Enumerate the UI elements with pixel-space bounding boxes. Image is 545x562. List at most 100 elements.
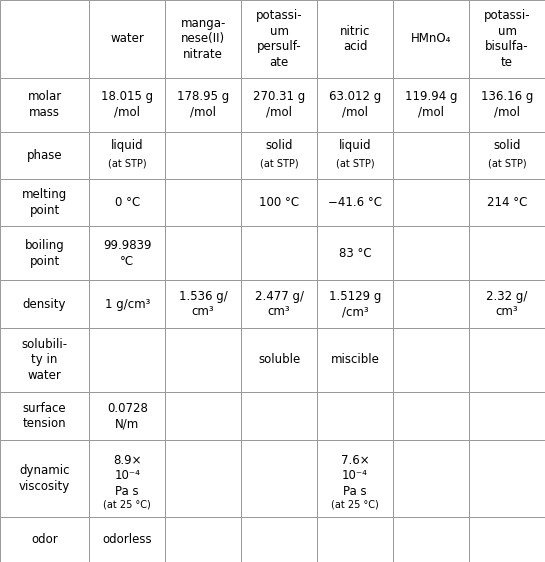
Bar [469,439,545,517]
Bar [241,439,317,517]
Text: odor: odor [31,533,58,546]
Text: (at STP): (at STP) [260,159,299,169]
Bar [0,280,89,328]
Bar [469,517,545,562]
Text: HMnO₄: HMnO₄ [411,33,451,46]
Text: 18.015 g
/mol: 18.015 g /mol [101,90,153,119]
Bar [317,132,393,179]
Bar [0,517,89,562]
Bar [469,179,545,226]
Bar [317,0,393,78]
Bar [241,392,317,439]
Text: (at STP): (at STP) [336,159,374,169]
Bar [241,280,317,328]
Text: miscible: miscible [331,353,379,366]
Text: solid: solid [493,139,521,152]
Bar [165,0,241,78]
Bar [241,78,317,132]
Text: dynamic
viscosity: dynamic viscosity [19,464,70,493]
Bar [165,517,241,562]
Text: 99.9839
°C: 99.9839 °C [103,239,152,268]
Text: molar
mass: molar mass [27,90,62,119]
Bar [89,439,165,517]
Text: potassi-
um
persulf-
ate: potassi- um persulf- ate [256,9,302,69]
Text: solubili-
ty in
water: solubili- ty in water [22,338,68,382]
Bar [89,0,165,78]
Bar [393,179,469,226]
Text: 7.6×
10⁻⁴
Pa s: 7.6× 10⁻⁴ Pa s [341,454,370,497]
Bar [317,226,393,280]
Bar [241,517,317,562]
Text: surface
tension: surface tension [23,402,66,430]
Text: liquid: liquid [339,139,371,152]
Bar [469,328,545,392]
Bar [165,280,241,328]
Bar [317,280,393,328]
Bar [165,132,241,179]
Text: 0.0728
N/m: 0.0728 N/m [107,402,148,430]
Text: (at 25 °C): (at 25 °C) [104,500,151,510]
Text: 100 °C: 100 °C [259,196,299,209]
Text: solid: solid [265,139,293,152]
Text: 2.32 g/
cm³: 2.32 g/ cm³ [486,290,528,318]
Text: nitric
acid: nitric acid [340,25,370,53]
Text: 0 °C: 0 °C [114,196,140,209]
Bar [0,179,89,226]
Bar [393,392,469,439]
Text: 83 °C: 83 °C [339,247,371,260]
Text: odorless: odorless [102,533,152,546]
Bar [393,517,469,562]
Bar [317,179,393,226]
Bar [165,179,241,226]
Bar [469,78,545,132]
Bar [393,328,469,392]
Bar [0,78,89,132]
Bar [241,132,317,179]
Text: density: density [23,297,66,311]
Bar [0,132,89,179]
Bar [0,392,89,439]
Bar [469,392,545,439]
Text: 1.536 g/
cm³: 1.536 g/ cm³ [179,290,228,318]
Text: 63.012 g
/mol: 63.012 g /mol [329,90,381,119]
Bar [317,392,393,439]
Bar [469,132,545,179]
Text: 1 g/cm³: 1 g/cm³ [105,297,150,311]
Bar [0,0,89,78]
Bar [0,226,89,280]
Bar [393,280,469,328]
Text: (at STP): (at STP) [488,159,526,169]
Text: 119.94 g
/mol: 119.94 g /mol [405,90,457,119]
Bar [393,132,469,179]
Bar [317,517,393,562]
Bar [241,328,317,392]
Bar [317,439,393,517]
Text: 136.16 g
/mol: 136.16 g /mol [481,90,533,119]
Bar [165,328,241,392]
Bar [89,179,165,226]
Text: 8.9×
10⁻⁴
Pa s: 8.9× 10⁻⁴ Pa s [113,454,142,497]
Bar [165,392,241,439]
Text: 214 °C: 214 °C [487,196,527,209]
Text: 2.477 g/
cm³: 2.477 g/ cm³ [255,290,304,318]
Bar [393,78,469,132]
Bar [89,517,165,562]
Bar [0,328,89,392]
Bar [0,439,89,517]
Bar [317,78,393,132]
Text: boiling
point: boiling point [25,239,64,268]
Bar [89,226,165,280]
Text: melting
point: melting point [22,188,67,217]
Bar [165,226,241,280]
Bar [393,439,469,517]
Bar [241,0,317,78]
Bar [89,280,165,328]
Text: water: water [110,33,144,46]
Text: potassi-
um
bisulfa-
te: potassi- um bisulfa- te [484,9,530,69]
Bar [469,0,545,78]
Bar [469,226,545,280]
Bar [241,226,317,280]
Text: liquid: liquid [111,139,143,152]
Text: −41.6 °C: −41.6 °C [328,196,382,209]
Text: phase: phase [27,149,63,162]
